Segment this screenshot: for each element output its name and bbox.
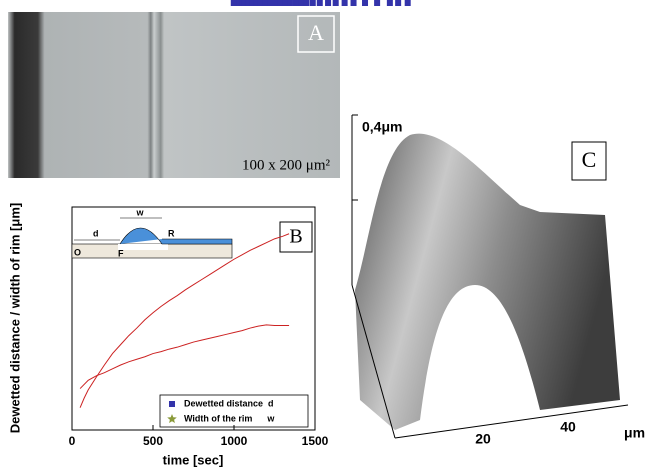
y-axis-label: Dewetted distance / width of rim [μm] xyxy=(7,203,22,433)
x-axis xyxy=(395,405,628,438)
fit-line xyxy=(80,234,289,408)
point xyxy=(333,0,339,6)
panel-label: A xyxy=(308,20,324,45)
point xyxy=(325,0,331,6)
point xyxy=(362,0,368,6)
x-tick-label: 500 xyxy=(143,434,163,448)
z-label: 0,4μm xyxy=(362,119,402,135)
point xyxy=(342,0,348,6)
x-unit: μm xyxy=(624,425,645,441)
inset-label: w xyxy=(135,207,144,217)
hole xyxy=(118,244,168,250)
point xyxy=(303,0,309,6)
figure: A 100 x 200 μm² 0,4μm C 20 40 μm B w d R… xyxy=(0,0,647,469)
x-tick-label: 20 xyxy=(475,431,491,447)
legend-label: Dewetted distance d xyxy=(184,398,274,408)
panel-label: C xyxy=(582,147,597,172)
inset-label: R xyxy=(168,228,175,238)
x-tick-label: 1000 xyxy=(221,434,248,448)
legend-marker xyxy=(169,401,175,407)
inset-label: O xyxy=(74,247,81,257)
point xyxy=(317,0,323,6)
point xyxy=(405,0,411,6)
micrograph xyxy=(8,12,340,178)
legend-label: Width of the rim w xyxy=(184,413,275,423)
point xyxy=(351,0,357,6)
point xyxy=(293,0,299,6)
x-tick-label: 0 xyxy=(69,434,76,448)
fit-line xyxy=(80,325,289,389)
inset-label: F xyxy=(118,248,124,258)
point xyxy=(374,0,380,6)
point xyxy=(387,0,393,6)
point xyxy=(310,0,316,6)
rim xyxy=(120,228,232,244)
point xyxy=(231,0,237,6)
x-axis-label: time [sec] xyxy=(163,452,224,467)
x-tick-label: 1500 xyxy=(302,434,329,448)
scale-label: 100 x 200 μm² xyxy=(242,157,330,173)
point xyxy=(395,0,401,6)
panel-label: B xyxy=(289,226,302,248)
x-tick-label: 40 xyxy=(560,419,576,435)
inset-label: d xyxy=(93,228,99,238)
